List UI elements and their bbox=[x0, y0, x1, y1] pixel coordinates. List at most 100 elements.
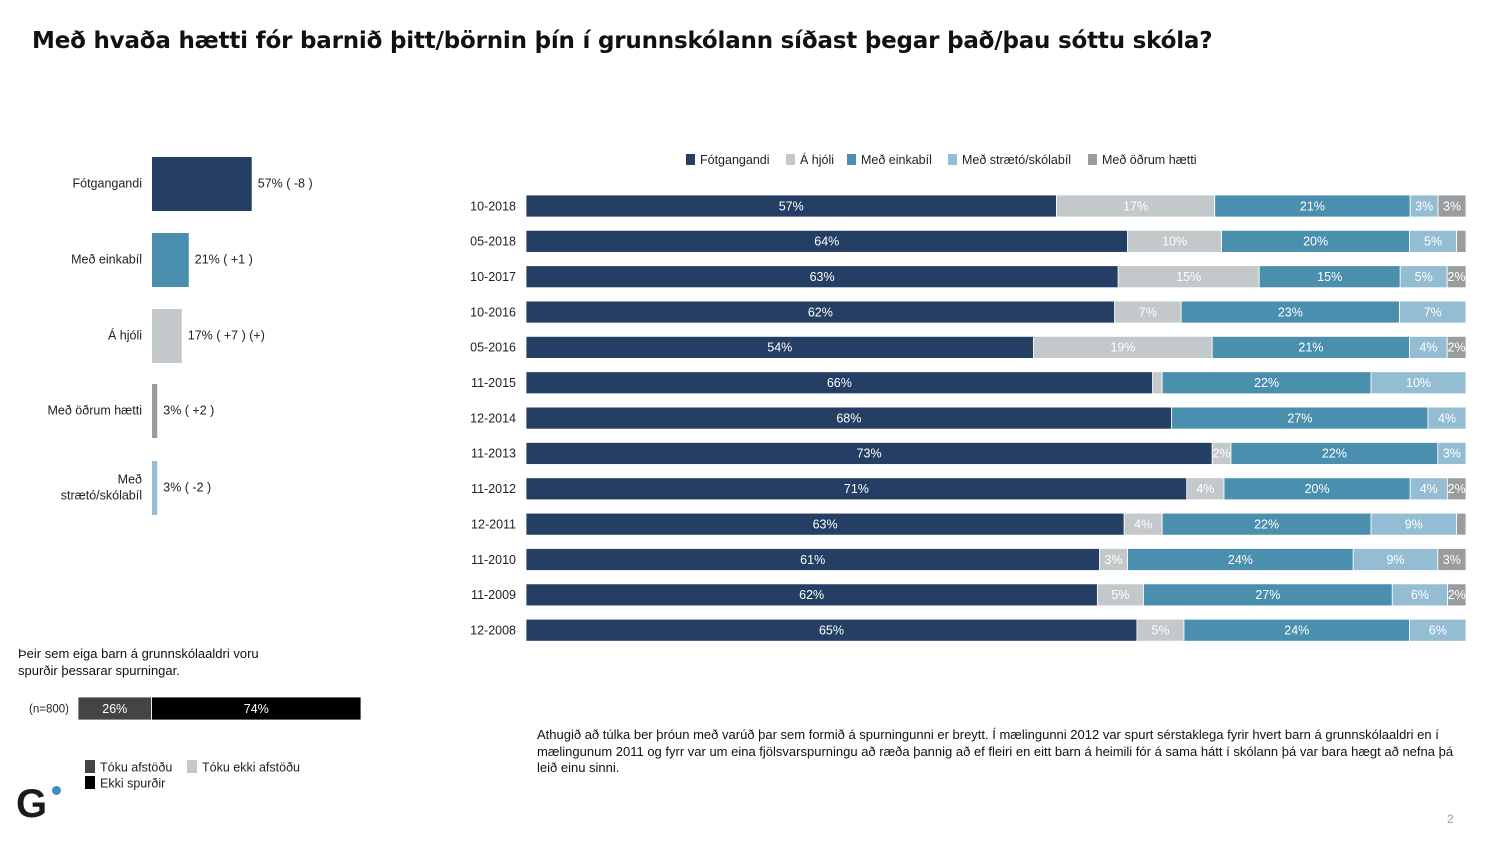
trend-segment bbox=[1446, 477, 1467, 501]
trend-segment-label: 2% bbox=[1448, 482, 1466, 496]
trend-segment bbox=[1409, 618, 1467, 642]
legend-swatch bbox=[847, 154, 856, 165]
legend-label: Með strætó/skólabíl bbox=[962, 153, 1071, 167]
legend-label: Með einkabíl bbox=[861, 153, 932, 167]
trend-segment-label: 20% bbox=[1305, 482, 1330, 496]
current-bar bbox=[152, 384, 158, 438]
trend-category-label: 05-2016 bbox=[470, 341, 516, 355]
trend-segment bbox=[1447, 583, 1467, 607]
trend-segment-label: 9% bbox=[1386, 553, 1404, 567]
trend-segment-label: 65% bbox=[819, 623, 844, 637]
sample-category-label: (n=800) bbox=[29, 704, 69, 716]
trend-segment-label: 63% bbox=[813, 517, 838, 531]
trend-category-label: 11-2009 bbox=[471, 588, 516, 602]
trend-segment-label: 21% bbox=[1300, 199, 1325, 213]
page-number: 2 bbox=[1447, 812, 1454, 826]
trend-segment-label: 54% bbox=[767, 341, 792, 355]
trend-segment bbox=[1427, 406, 1467, 430]
trend-segment-label: 2% bbox=[1448, 270, 1466, 284]
trend-segment-label: 22% bbox=[1254, 517, 1279, 531]
current-bar-value-label: 3% ( -2 ) bbox=[163, 480, 211, 494]
current-bar-value-label: 3% ( +2 ) bbox=[163, 403, 214, 417]
trend-segment-label: 64% bbox=[814, 235, 839, 249]
trend-segment-label: 57% bbox=[779, 199, 804, 213]
trend-segment bbox=[1437, 442, 1467, 465]
trend-segment-label: 27% bbox=[1255, 588, 1280, 602]
current-category-label: Með bbox=[118, 472, 142, 486]
legend-label: Fótgangandi bbox=[700, 153, 770, 167]
trend-category-label: 12-2014 bbox=[470, 411, 516, 425]
trend-category-label: 10-2018 bbox=[470, 199, 516, 213]
trend-segment-label: 4% bbox=[1420, 482, 1438, 496]
trend-segment-label: 24% bbox=[1228, 553, 1253, 567]
trend-segment-label: 2% bbox=[1448, 588, 1466, 602]
legend-swatch bbox=[948, 154, 957, 165]
footnote: Athugið að túlka ber þróun með varúð þar… bbox=[537, 727, 1454, 775]
trend-category-label: 12-2008 bbox=[470, 623, 516, 637]
gallup-logo: G bbox=[16, 782, 48, 826]
trend-segment-label: 5% bbox=[1151, 623, 1169, 637]
current-category-label: Fótgangandi bbox=[72, 176, 142, 190]
current-bar-value-label: 21% ( +1 ) bbox=[195, 252, 253, 266]
sample-segment-label: 74% bbox=[244, 702, 269, 716]
legend-swatch bbox=[1088, 154, 1097, 165]
trend-segment-label: 4% bbox=[1134, 517, 1152, 531]
trend-segment-label: 7% bbox=[1139, 305, 1157, 319]
trend-segment-label: 9% bbox=[1405, 517, 1423, 531]
trend-segment-label: 66% bbox=[827, 376, 852, 390]
trend-category-label: 11-2012 bbox=[471, 482, 516, 496]
trend-category-label: 11-2010 bbox=[471, 553, 516, 567]
trend-category-label: 12-2011 bbox=[471, 517, 516, 531]
trend-segment-label: 3% bbox=[1104, 553, 1122, 567]
trend-segment-label: 4% bbox=[1438, 411, 1456, 425]
trend-segment-label: 17% bbox=[1123, 199, 1148, 213]
trend-segment-label: 15% bbox=[1317, 270, 1342, 284]
current-bar bbox=[152, 309, 182, 363]
current-bar-value-label: 17% ( +7 ) (+) bbox=[188, 328, 265, 342]
trend-segment bbox=[1456, 512, 1467, 536]
trend-category-label: 10-2017 bbox=[470, 270, 516, 284]
trend-segment-label: 2% bbox=[1213, 447, 1231, 461]
trend-segment-label: 5% bbox=[1415, 270, 1433, 284]
trend-segment bbox=[1152, 371, 1163, 395]
trend-segment-label: 24% bbox=[1284, 623, 1309, 637]
trend-segment-label: 7% bbox=[1424, 305, 1442, 319]
trend-segment-label: 5% bbox=[1111, 588, 1129, 602]
current-bar bbox=[152, 233, 189, 287]
trend-segment bbox=[1370, 371, 1467, 395]
trend-category-label: 10-2016 bbox=[470, 305, 516, 319]
trend-segment-label: 6% bbox=[1411, 588, 1429, 602]
legend-label: Á hjóli bbox=[800, 152, 834, 167]
trend-segment-label: 10% bbox=[1406, 376, 1431, 390]
current-bar-value-label: 57% ( -8 ) bbox=[258, 176, 313, 190]
current-bar bbox=[152, 461, 158, 515]
sample-note: Þeir sem eiga barn á grunnskólaaldri vor… bbox=[18, 646, 259, 678]
trend-segment-label: 61% bbox=[800, 553, 825, 567]
logo-dot-icon bbox=[52, 786, 61, 795]
trend-category-label: 11-2015 bbox=[471, 376, 516, 390]
trend-segment-label: 68% bbox=[836, 411, 861, 425]
trend-segment-label: 3% bbox=[1415, 199, 1433, 213]
trend-segment bbox=[1446, 335, 1467, 359]
trend-segment bbox=[1456, 229, 1467, 253]
trend-segment bbox=[1437, 548, 1467, 571]
trend-segment bbox=[1399, 300, 1467, 324]
page-title: Með hvaða hætti fór barnið þitt/börnin þ… bbox=[32, 28, 1213, 54]
trend-segment-label: 3% bbox=[1443, 447, 1461, 461]
trend-segment-label: 3% bbox=[1443, 553, 1461, 567]
trend-segment-label: 22% bbox=[1254, 376, 1279, 390]
legend-swatch bbox=[686, 154, 695, 165]
sample-legend-swatch bbox=[187, 760, 197, 773]
trend-segment-label: 62% bbox=[808, 305, 833, 319]
current-category-label: strætó/skólabíl bbox=[61, 488, 142, 502]
sample-legend-label: Tóku ekki afstöðu bbox=[202, 760, 300, 774]
trend-segment-label: 22% bbox=[1322, 447, 1347, 461]
trend-segment-label: 63% bbox=[810, 270, 835, 284]
trend-segment bbox=[1437, 194, 1467, 218]
current-category-label: Með einkabíl bbox=[71, 252, 142, 266]
trend-segment bbox=[1446, 265, 1467, 289]
trend-category-label: 11-2013 bbox=[471, 447, 516, 461]
current-category-label: Með öðrum hætti bbox=[48, 403, 142, 417]
trend-segment-label: 15% bbox=[1176, 270, 1201, 284]
